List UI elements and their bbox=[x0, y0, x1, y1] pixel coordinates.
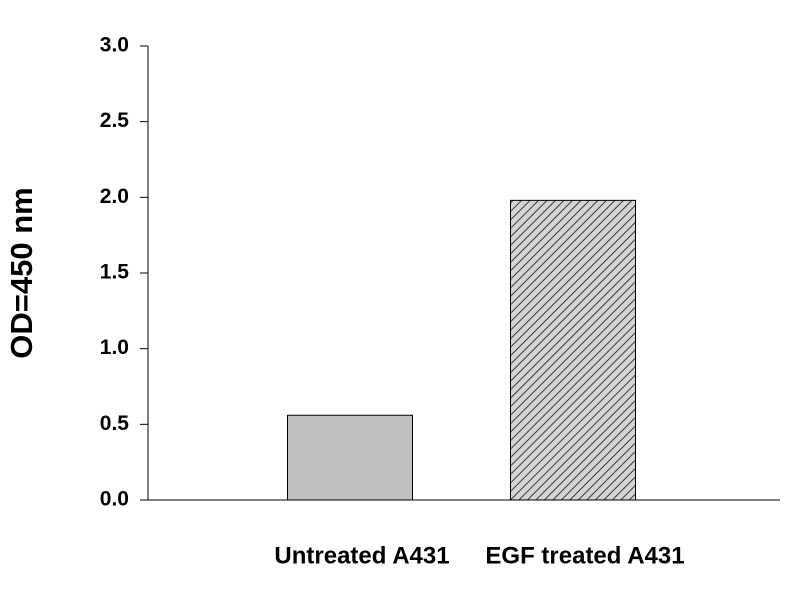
y-axis-label: OD=450 nm bbox=[4, 187, 39, 358]
y-tick-label: 2.0 bbox=[100, 185, 129, 208]
y-tick-label: 0.0 bbox=[100, 488, 129, 511]
y-tick-label: 1.0 bbox=[100, 336, 129, 359]
bar bbox=[287, 414, 413, 501]
x-tick-label: EGF treated A431 bbox=[485, 542, 684, 569]
y-tick-label: 0.5 bbox=[100, 412, 130, 435]
y-tick-label: 2.5 bbox=[100, 109, 130, 132]
y-tick-label: 1.5 bbox=[100, 261, 130, 284]
bar bbox=[510, 199, 636, 501]
y-tick-label: 3.0 bbox=[100, 34, 129, 57]
x-tick-label: Untreated A431 bbox=[274, 542, 449, 569]
